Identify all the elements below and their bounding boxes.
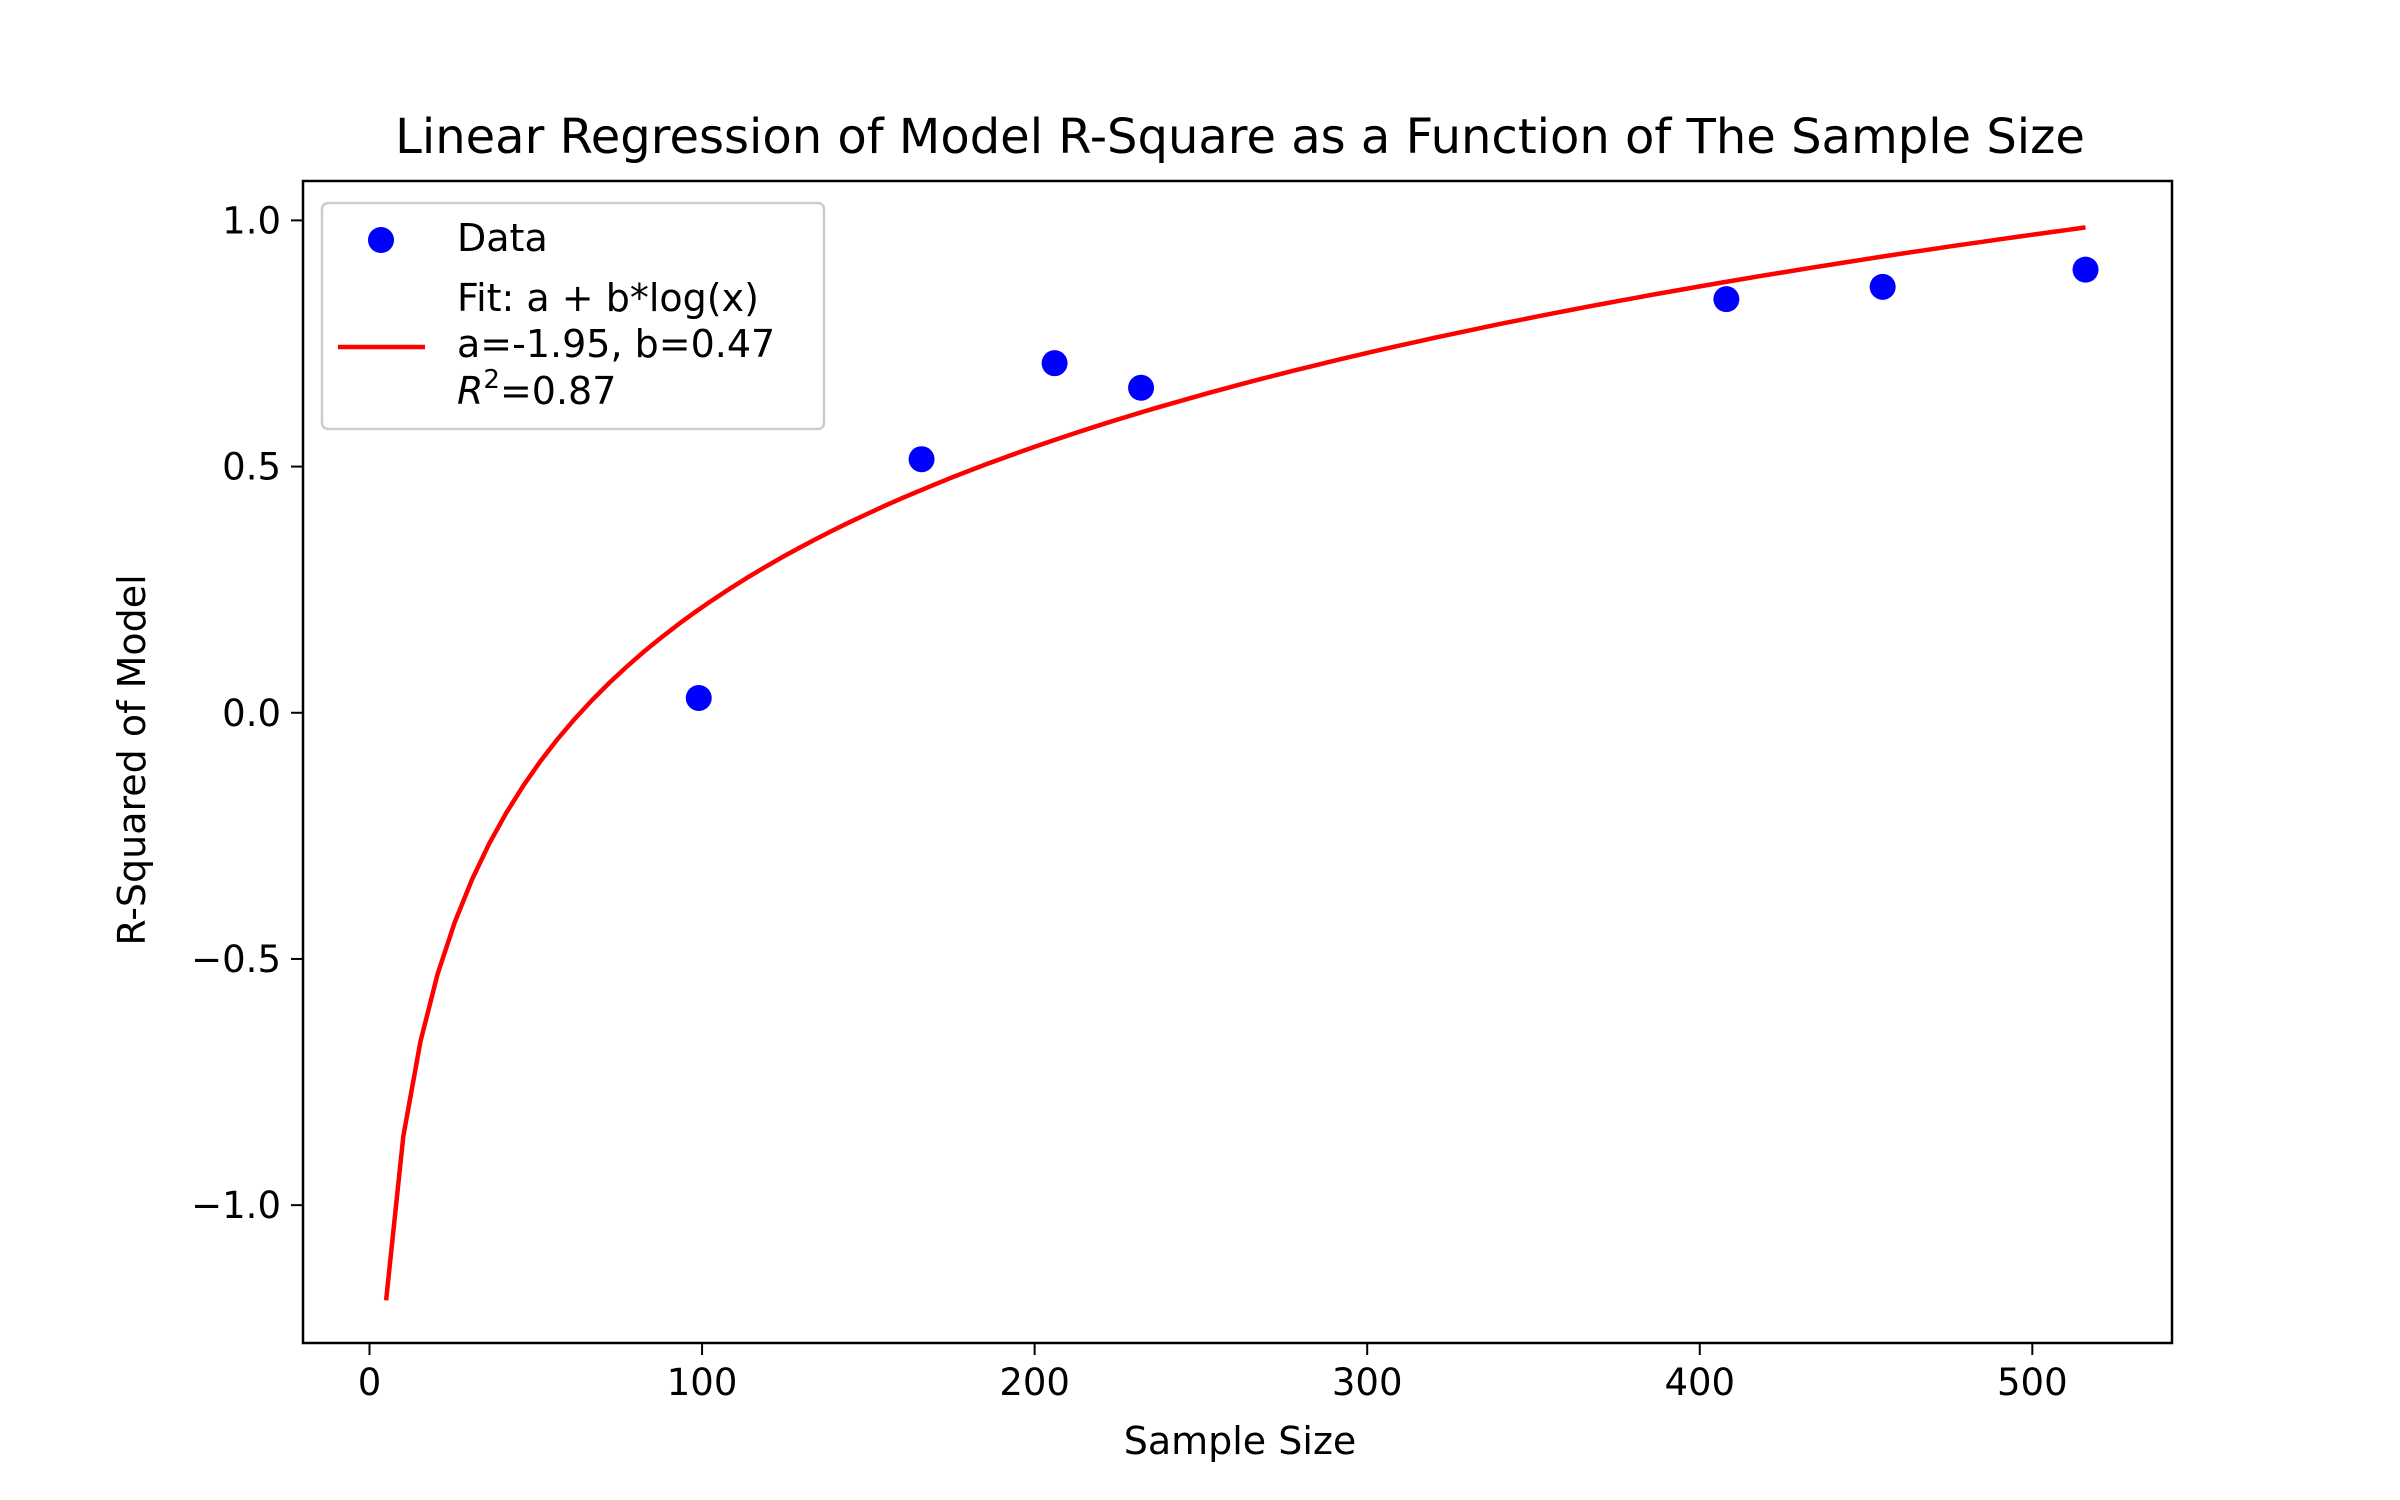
x-axis-ticks: 0 100 200 300 400 500 [358,1343,2068,1404]
legend-r2-value: =0.87 [500,369,616,413]
data-point [685,684,712,711]
legend-fit-line-1: Fit: a + b*log(x) [457,276,759,320]
data-point [908,446,935,473]
x-tick-label: 300 [1332,1361,1403,1404]
data-point [1041,350,1068,377]
x-tick-label: 200 [999,1361,1070,1404]
chart-title: Linear Regression of Model R-Square as a… [395,109,2085,165]
y-axis-ticks: −1.0 −0.5 0.0 0.5 1.0 [191,199,303,1227]
fit-curve [383,225,2086,1301]
y-tick-label: −0.5 [191,938,281,981]
fit-layer [383,225,2086,1301]
y-tick-label: 0.0 [222,692,281,735]
legend-r2-sup: 2 [483,365,500,395]
data-point [1713,286,1740,313]
legend-fit-line-2: a=-1.95, b=0.47 [457,322,775,366]
x-axis-label: Sample Size [1124,1419,1357,1463]
x-tick-label: 400 [1664,1361,1735,1404]
data-point [1128,374,1155,401]
legend-data-marker [368,227,394,253]
legend-data-label: Data [457,216,548,260]
points-layer [685,256,2099,711]
y-tick-label: 1.0 [222,199,281,242]
x-tick-label: 100 [667,1361,738,1404]
legend-fit-r2: R2=0.87 [457,365,616,413]
legend-r2-symbol: R [457,369,483,413]
data-point [2072,256,2099,283]
legend-box [320,201,826,431]
data-point [1869,273,1896,300]
y-tick-label: −1.0 [191,1184,281,1227]
x-tick-label: 0 [358,1361,382,1404]
y-tick-label: 0.5 [222,446,281,489]
plot-frame [301,179,2174,1345]
legend: Data Fit: a + b*log(x) a=-1.95, b=0.47 R… [320,201,826,431]
x-tick-label: 500 [1997,1361,2068,1404]
y-axis-label: R-Squared of Model [110,574,154,945]
